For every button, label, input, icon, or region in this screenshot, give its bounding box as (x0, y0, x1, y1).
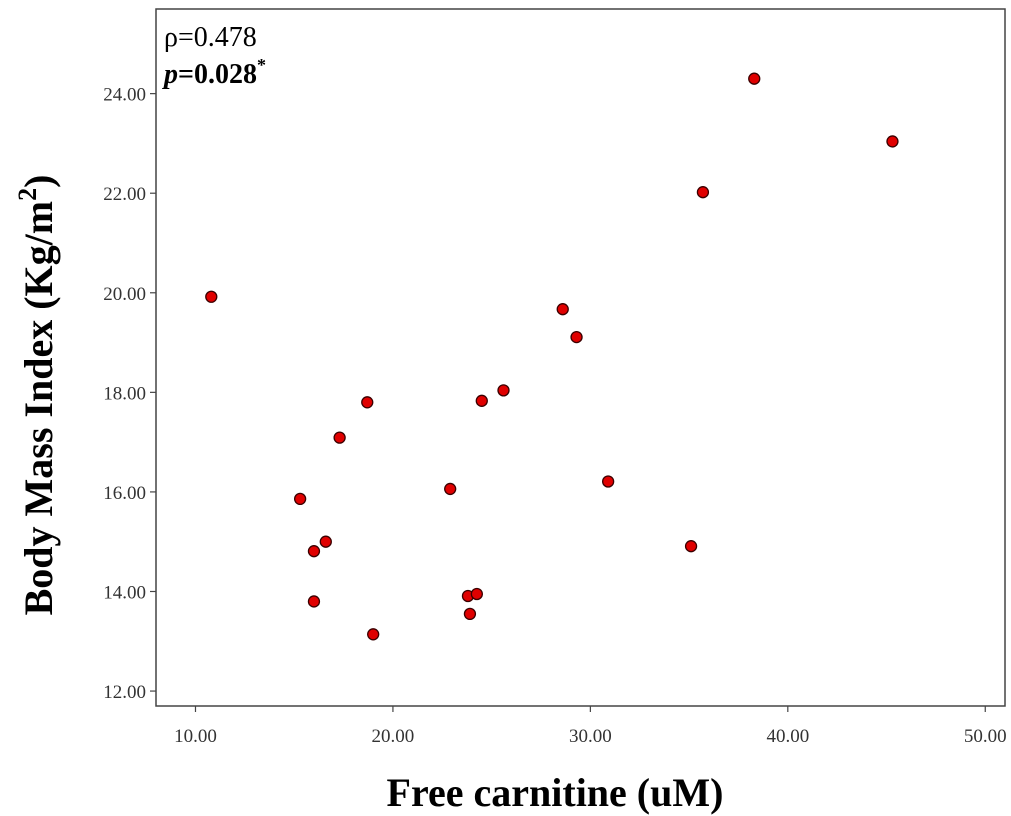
data-point (570, 330, 583, 344)
data-point (319, 535, 332, 548)
x-tick-label: 40.00 (766, 726, 809, 747)
y-axis-title: Body Mass Index (Kg/m2) (13, 175, 61, 616)
p-significance-star: * (257, 55, 266, 75)
y-tick-label: 18.00 (103, 383, 146, 404)
y-axis-title-suffix: ) (16, 175, 61, 188)
y-axis-ticks: 12.00 14.00 16.00 18.00 20.00 22.00 24.00 (103, 85, 156, 703)
data-point (333, 431, 346, 444)
data-point (463, 607, 477, 621)
rho-annotation: ρ=0.478 (164, 22, 257, 53)
data-point (748, 72, 761, 85)
x-tick-label: 50.00 (964, 726, 1007, 747)
y-axis-title-main: Body Mass Index (Kg/m (16, 201, 61, 616)
x-tick-label: 20.00 (372, 726, 415, 747)
data-point (367, 628, 380, 641)
data-point (497, 384, 510, 397)
x-tick-label: 10.00 (174, 726, 217, 747)
p-italic: p (162, 59, 178, 90)
y-tick-label: 22.00 (103, 184, 146, 205)
data-point (475, 394, 488, 407)
x-axis-title: Free carnitine (uM) (387, 770, 724, 815)
data-point (601, 475, 615, 488)
y-tick-label: 16.00 (103, 483, 146, 504)
data-point (696, 186, 710, 199)
data-point (470, 587, 483, 601)
data-point (556, 303, 569, 316)
data-points (205, 72, 899, 641)
plot-frame (155, 8, 1006, 707)
y-tick-label: 12.00 (103, 682, 146, 703)
data-point (307, 595, 321, 608)
x-axis-ticks: 10.00 20.00 30.00 40.00 50.00 (174, 706, 1007, 747)
x-tick-label: 30.00 (569, 726, 612, 747)
data-point (293, 492, 307, 506)
data-point (307, 545, 321, 558)
p-annotation: p=0.028* (162, 55, 266, 90)
data-point (886, 135, 899, 148)
data-point (684, 540, 698, 553)
data-point (444, 482, 457, 496)
y-tick-label: 14.00 (103, 582, 146, 603)
data-point (205, 290, 218, 303)
y-tick-label: 20.00 (103, 284, 146, 305)
y-axis-title-superscript: 2 (13, 188, 42, 201)
p-value: =0.028 (178, 59, 257, 90)
y-tick-label: 24.00 (103, 85, 146, 106)
data-point (361, 396, 374, 409)
